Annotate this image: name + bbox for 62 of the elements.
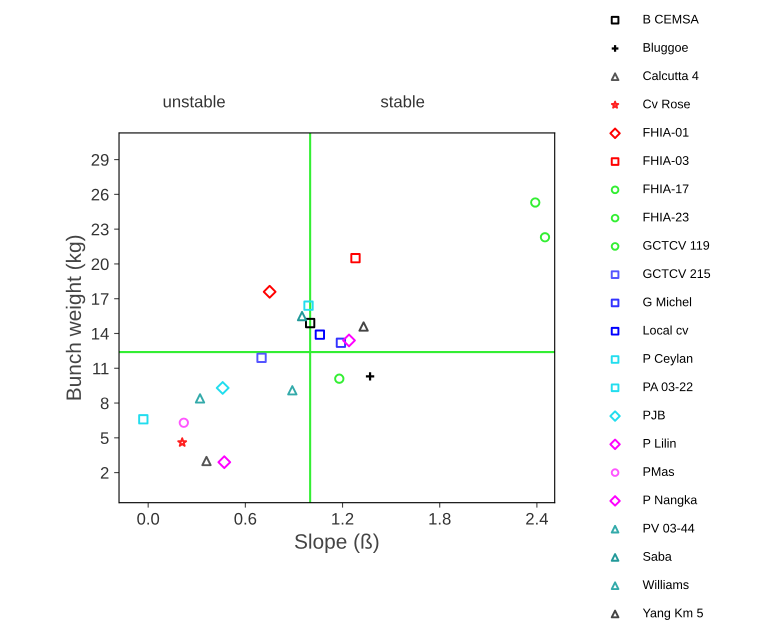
legend-label: P Nangka (644, 495, 698, 507)
point (217, 455, 232, 470)
point (138, 414, 148, 424)
legend-label: Bluggoe (644, 42, 688, 54)
legend-label: FHIA-03 (644, 156, 689, 165)
point (334, 374, 344, 384)
legend-label: GCTCV 119 (643, 240, 710, 250)
legend-label: Yang Km 5 (642, 608, 703, 620)
point (342, 334, 356, 348)
point (296, 310, 308, 322)
y-tick-label: 2 (100, 467, 108, 479)
legend-label: FHIA-01 (644, 128, 689, 137)
point (216, 381, 230, 395)
point (303, 300, 314, 311)
point (178, 418, 189, 428)
x-tick-label: 0.6 (234, 512, 256, 525)
point (194, 393, 206, 404)
legend-label: PJB (644, 410, 665, 420)
point (287, 385, 298, 396)
y-tick-label: 8 (100, 397, 109, 410)
legend-label: P Ceylan (644, 354, 692, 366)
point (262, 284, 277, 299)
y-axis-title: Bunch weight (kg) (66, 236, 86, 400)
point (530, 197, 540, 208)
y-tick-label: 26 (92, 188, 109, 201)
legend-label: PV 03-44 (644, 524, 694, 533)
legend-label: PA 03-22 (644, 382, 692, 392)
text: stable (380, 95, 424, 108)
legend-label: FHIA-17 (644, 184, 688, 194)
x-tick-label: 0.0 (137, 512, 160, 525)
x-tick-label: 1.8 (429, 512, 451, 525)
point (305, 318, 316, 328)
y-tick-label: 20 (92, 258, 109, 270)
y-tick-label: 29 (92, 154, 109, 166)
point (201, 456, 212, 466)
legend-label: G Michel (643, 297, 692, 306)
text: unstable (164, 95, 225, 108)
point (177, 437, 188, 447)
legend-label: Cv Rose (643, 100, 690, 108)
y-tick-label: 11 (93, 362, 108, 374)
y-tick-label: 23 (92, 224, 109, 236)
legend-label: Local cv (644, 325, 688, 335)
point (350, 252, 361, 264)
legend-label: GCTCV 215 (643, 269, 710, 278)
point (540, 232, 550, 242)
legend-label: Williams (642, 580, 689, 590)
point (358, 321, 369, 332)
legend-label: B CEMSA (644, 14, 699, 24)
point (314, 330, 325, 340)
legend-label: PMas (644, 467, 674, 476)
y-tick-label: 14 (92, 328, 109, 340)
legend-label: Saba (643, 552, 672, 561)
x-tick-label: 1.2 (332, 512, 354, 525)
legend-label: Calcutta 4 (643, 70, 698, 80)
legend-label: FHIA-23 (644, 212, 689, 222)
x-tick-label: 2.4 (526, 512, 548, 525)
point (336, 338, 346, 348)
legend-label: P Lilin (644, 438, 676, 448)
point (256, 352, 267, 363)
y-tick-label: 5 (100, 432, 109, 444)
x-axis-title: Slope (ß) (294, 534, 378, 553)
y-tick-label: 17 (92, 293, 108, 305)
